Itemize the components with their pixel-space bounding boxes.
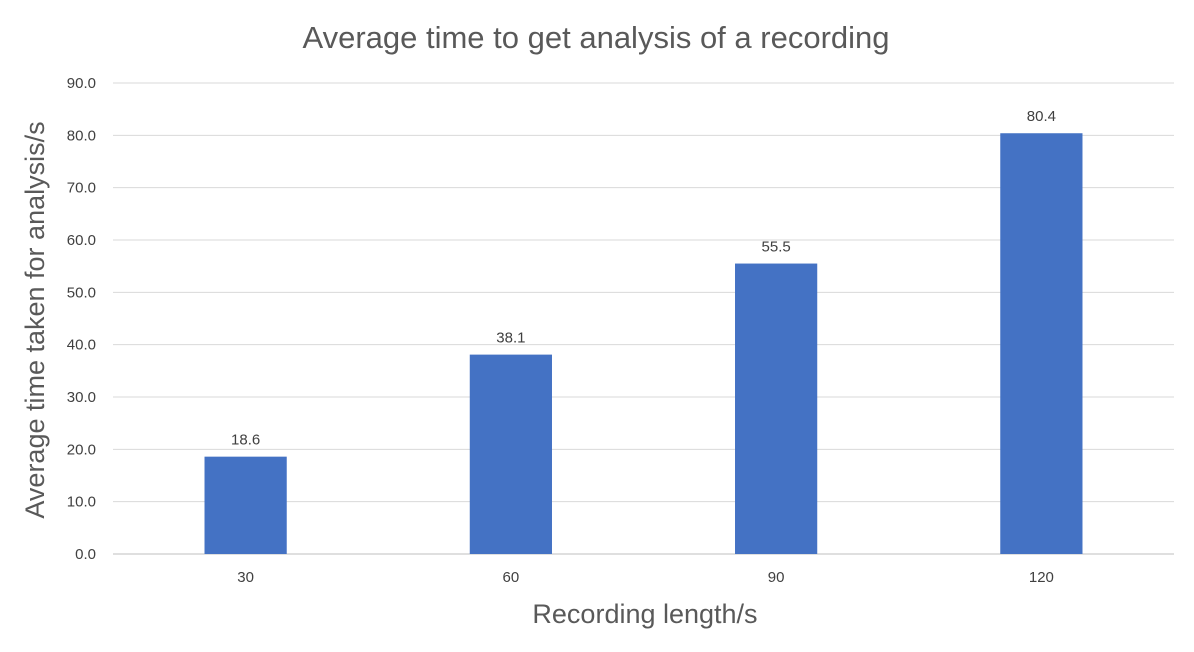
y-tick-label: 60.0 bbox=[67, 232, 96, 249]
chart-title: Average time to get analysis of a record… bbox=[302, 20, 889, 55]
data-label-120: 80.4 bbox=[1027, 108, 1056, 125]
x-tick-label-30: 30 bbox=[237, 569, 254, 586]
gridlines bbox=[113, 82, 1174, 555]
y-tick-label: 40.0 bbox=[67, 337, 96, 354]
bar-90 bbox=[735, 263, 818, 554]
data-label-90: 55.5 bbox=[762, 239, 791, 256]
y-tick-label: 80.0 bbox=[67, 127, 96, 144]
data-label-60: 38.1 bbox=[496, 330, 525, 347]
y-axis-title: Average time taken for analysis/s bbox=[20, 121, 50, 518]
bar-60 bbox=[469, 354, 552, 554]
bars bbox=[204, 133, 1083, 555]
x-tick-label-60: 60 bbox=[503, 569, 520, 586]
bar-30 bbox=[204, 456, 287, 554]
x-axis-ticks: 30 60 90 120 bbox=[237, 569, 1054, 586]
y-axis-ticks: 0.0 10.0 20.0 30.0 40.0 50.0 60.0 70.0 80.0 90.0 bbox=[67, 75, 96, 563]
x-tick-label-120: 120 bbox=[1029, 569, 1054, 586]
x-axis-title: Recording length/s bbox=[532, 599, 757, 629]
y-tick-label: 0.0 bbox=[75, 546, 96, 563]
data-label-30: 18.6 bbox=[231, 432, 260, 449]
bar-120 bbox=[1000, 133, 1083, 555]
data-labels: 18.6 38.1 55.5 80.4 bbox=[231, 108, 1056, 448]
y-tick-label: 30.0 bbox=[67, 389, 96, 406]
y-tick-label: 50.0 bbox=[67, 284, 96, 301]
y-tick-label: 20.0 bbox=[67, 441, 96, 458]
y-tick-label: 10.0 bbox=[67, 494, 96, 511]
y-tick-label: 70.0 bbox=[67, 180, 96, 197]
y-tick-label: 90.0 bbox=[67, 75, 96, 92]
x-tick-label-90: 90 bbox=[768, 569, 785, 586]
